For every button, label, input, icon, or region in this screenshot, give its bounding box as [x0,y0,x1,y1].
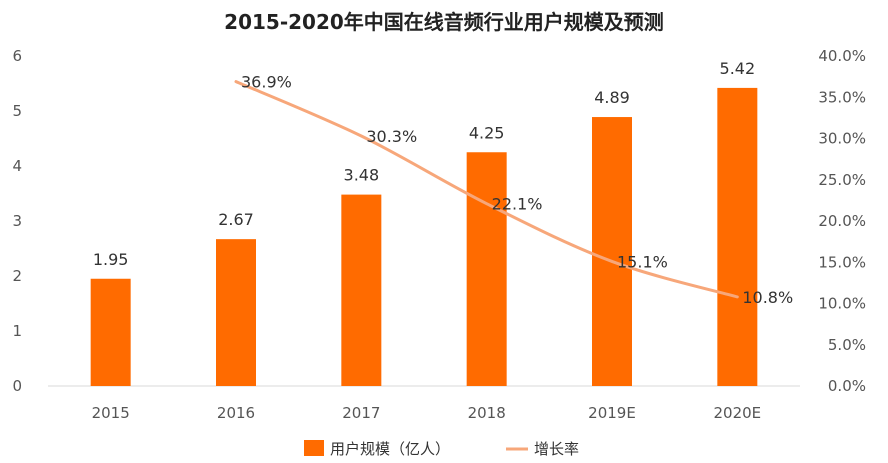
bar-value-label: 4.25 [469,123,505,142]
y-left-tick-label: 1 [12,322,22,340]
bar-value-label: 5.42 [720,59,756,78]
line-series [234,80,739,299]
line-value-label: 30.3% [366,127,417,146]
line-value-label: 22.1% [492,195,543,214]
y-right-tick-label: 10.0% [818,295,866,313]
chart-title: 2015-2020年中国在线音频行业用户规模及预测 [224,10,664,34]
y-left-tick-label: 6 [12,47,22,65]
bar-labels: 1.95 2.67 3.48 4.25 4.89 5.42 [93,59,755,269]
line-value-label: 36.9% [241,73,292,92]
left-axis: 0 1 2 3 4 5 6 [12,47,22,395]
bar [592,117,632,387]
y-right-tick-label: 5.0% [828,336,866,354]
x-tick-label: 2016 [217,404,255,422]
bar-value-label: 2.67 [218,210,254,229]
x-tick-label: 2018 [468,404,506,422]
y-left-tick-label: 5 [12,102,22,120]
legend: 用户规模（亿人） 增长率 [304,440,579,458]
x-axis: 2015 2016 2017 2018 2019E 2020E [92,404,762,422]
y-right-tick-label: 25.0% [818,171,866,189]
y-right-tick-label: 20.0% [818,212,866,230]
growth-line [234,80,739,299]
right-axis: 0.0% 5.0% 10.0% 15.0% 20.0% 25.0% 30.0% 35.0% 40… [818,47,866,395]
bar-value-label: 4.89 [594,88,630,107]
bar [341,194,382,386]
y-left-tick-label: 2 [12,267,22,285]
y-right-tick-label: 0.0% [828,377,866,395]
bar [90,278,131,386]
legend-swatch-bar [304,440,324,456]
y-right-tick-label: 15.0% [818,253,866,271]
line-value-label: 10.8% [742,288,793,307]
line-labels: 36.9% 30.3% 22.1% 15.1% 10.8% [241,73,793,307]
x-tick-label: 2019E [588,404,636,422]
bar [466,152,507,386]
bar [216,239,256,386]
y-right-tick-label: 35.0% [818,88,866,106]
x-tick-label: 2015 [92,404,130,422]
x-tick-label: 2017 [342,404,380,422]
legend-label-bar: 用户规模（亿人） [330,440,450,458]
y-right-tick-label: 40.0% [818,47,866,65]
y-right-tick-label: 30.0% [818,130,866,148]
bar-series [90,87,758,387]
y-left-tick-label: 3 [12,212,22,230]
line-value-label: 15.1% [617,252,668,271]
y-left-tick-label: 4 [12,157,22,175]
x-tick-label: 2020E [714,404,762,422]
legend-label-line: 增长率 [534,440,579,458]
y-left-tick-label: 0 [12,377,22,395]
bar-value-label: 3.48 [344,166,380,185]
bar [717,87,758,387]
bar-value-label: 1.95 [93,250,129,269]
